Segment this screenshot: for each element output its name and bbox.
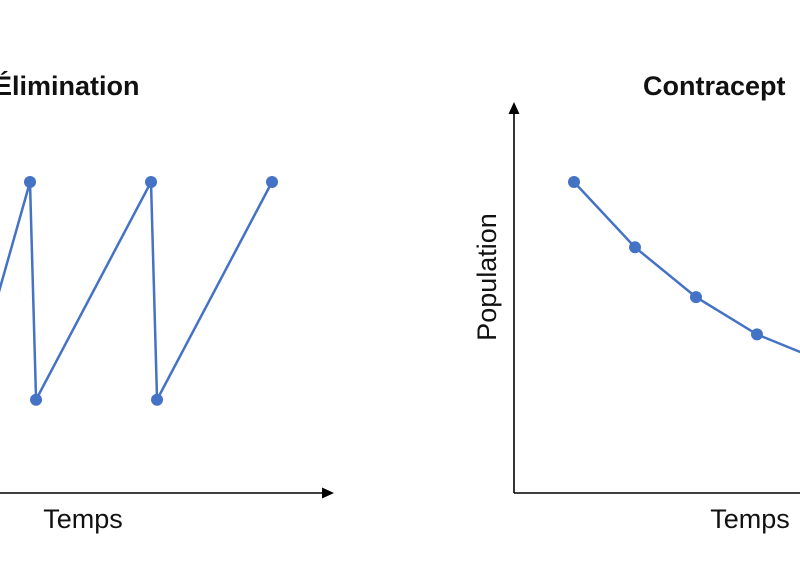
contraception-data-point — [751, 328, 763, 341]
contraception-chart: Contracept Population Temps — [472, 71, 800, 534]
contraception-data-point — [568, 176, 580, 188]
elimination-data-point — [145, 176, 157, 188]
contraception-series-line — [573, 181, 800, 354]
contraception-data-point — [629, 241, 641, 254]
elimination-data-point — [24, 176, 36, 188]
contraception-y-axis-arrow-icon — [508, 102, 520, 114]
elimination-chart: Élimination Temps — [0, 70, 334, 534]
contraception-y-axis-label: Population — [472, 213, 502, 341]
contraception-chart-title: Contracept — [643, 71, 786, 101]
elimination-data-point — [151, 393, 164, 406]
contraception-plot-area — [568, 176, 800, 354]
elimination-x-axis-label: Temps — [43, 504, 123, 534]
elimination-x-axis-arrow-icon — [322, 487, 334, 499]
contraception-data-point — [690, 291, 702, 304]
elimination-plot-area — [0, 176, 278, 406]
contraception-x-axis-label: Temps — [710, 504, 790, 534]
elimination-data-point — [30, 393, 43, 406]
elimination-chart-title: Élimination — [0, 70, 140, 101]
elimination-data-point — [266, 176, 278, 188]
elimination-series-line — [0, 177, 274, 405]
